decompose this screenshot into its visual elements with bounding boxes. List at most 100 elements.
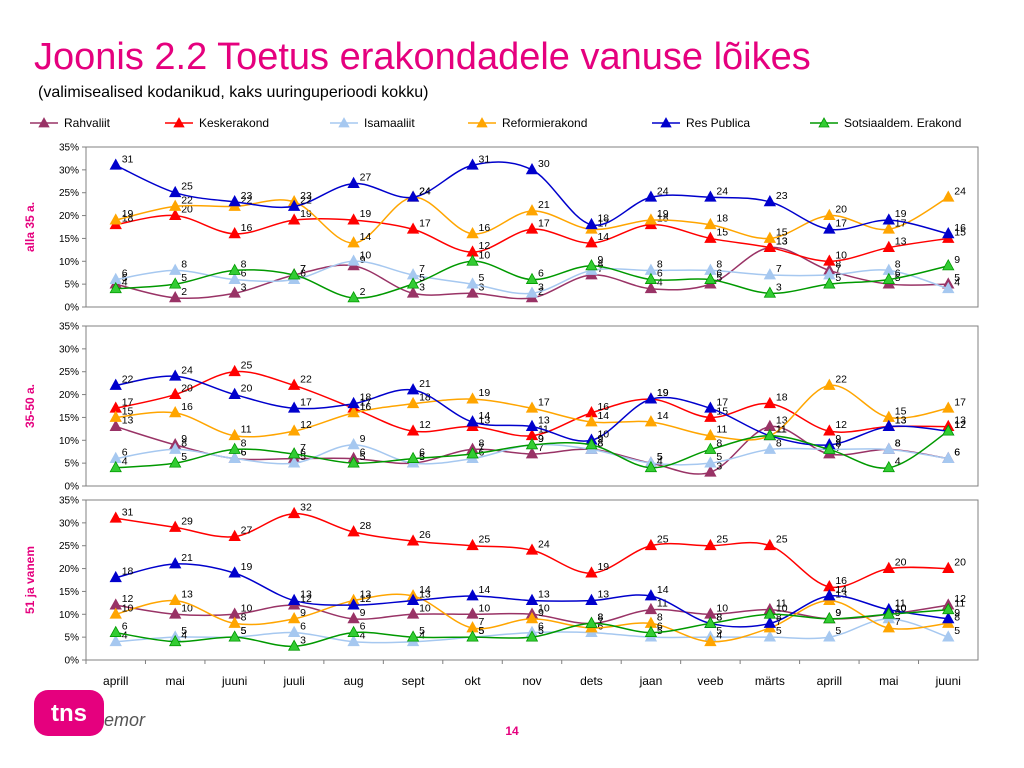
data-point-marker — [169, 593, 182, 605]
data-point-marker — [347, 236, 360, 248]
data-point-marker — [942, 227, 955, 239]
data-label: 15 — [954, 226, 966, 238]
data-point-marker — [109, 625, 122, 637]
data-label: 13 — [538, 589, 550, 601]
data-point-marker — [644, 213, 658, 225]
data-point-marker — [109, 410, 122, 422]
data-label: 13 — [419, 589, 431, 601]
data-label: 11 — [776, 424, 787, 436]
y-tick-label: 35% — [59, 496, 79, 507]
data-label: 6 — [657, 621, 663, 633]
data-label: 9 — [538, 433, 544, 445]
data-label: 11 — [776, 424, 787, 436]
data-label: 25 — [776, 534, 788, 546]
data-label: 5 — [835, 272, 841, 284]
data-point-marker — [228, 529, 241, 541]
data-point-marker — [287, 625, 301, 637]
line-chart: Rahvaliit Keskerakond Isamaaliit Reformiera… — [23, 116, 979, 688]
data-label: 23 — [776, 190, 788, 202]
data-label: 6 — [122, 447, 128, 459]
y-tick-label: 5% — [65, 459, 80, 470]
data-label: 11 — [954, 598, 965, 610]
data-point-marker — [644, 190, 658, 202]
data-point-marker — [882, 213, 895, 225]
data-label: 5 — [716, 625, 722, 637]
data-label: 16 — [479, 222, 491, 234]
data-point-marker — [525, 272, 539, 284]
data-label: 12 — [954, 593, 966, 605]
data-label: 5 — [300, 451, 306, 463]
data-point-marker — [347, 634, 360, 647]
data-label: 5 — [360, 451, 366, 463]
data-point-marker — [347, 396, 360, 409]
x-tick-label: dets — [580, 674, 603, 688]
data-point-marker — [109, 158, 122, 170]
data-point-marker — [763, 630, 777, 642]
data-point-marker — [109, 511, 122, 523]
y-tick-label: 30% — [59, 344, 79, 355]
data-point-marker — [466, 392, 479, 404]
data-point-marker — [882, 222, 895, 234]
data-label: 20 — [181, 204, 193, 216]
data-point-marker — [585, 438, 598, 450]
data-label: 22 — [181, 194, 193, 206]
data-label: 16 — [835, 575, 847, 587]
data-label: 11 — [716, 424, 727, 436]
data-point-marker — [169, 634, 182, 647]
data-point-marker — [525, 438, 539, 450]
data-label: 7 — [300, 263, 306, 275]
data-label: 14 — [835, 584, 847, 596]
data-label: 13 — [895, 415, 907, 427]
data-point-marker — [169, 277, 182, 289]
data-point-marker — [109, 460, 122, 473]
data-label: 5 — [716, 451, 722, 463]
data-label: 6 — [538, 621, 544, 633]
y-tick-label: 20% — [59, 390, 79, 401]
data-label: 9 — [360, 254, 366, 266]
data-label: 6 — [716, 268, 722, 280]
data-label: 7 — [479, 616, 485, 628]
data-label: 13 — [538, 415, 550, 427]
data-point-marker — [406, 593, 420, 605]
data-label: 17 — [300, 396, 312, 408]
page-number: 14 — [505, 724, 519, 738]
data-point-marker — [882, 621, 895, 633]
data-label: 22 — [835, 373, 847, 385]
data-label: 10 — [597, 428, 609, 440]
data-label: 21 — [538, 199, 550, 211]
data-label: 21 — [419, 378, 431, 390]
data-label: 18 — [657, 213, 669, 225]
data-point-marker — [585, 593, 598, 605]
y-tick-label: 10% — [59, 610, 79, 621]
data-point-marker — [109, 378, 122, 390]
data-label: 20 — [895, 557, 907, 569]
data-point-marker — [525, 204, 539, 216]
plot-frame — [85, 499, 979, 661]
data-point-marker — [704, 410, 717, 422]
data-point-marker — [525, 163, 539, 175]
data-label: 30 — [538, 158, 550, 170]
data-label: 13 — [776, 415, 788, 427]
data-point-marker — [942, 630, 955, 642]
data-point-marker — [406, 222, 420, 234]
data-label: 4 — [954, 277, 960, 289]
data-label: 8 — [241, 611, 247, 623]
data-point-marker — [169, 406, 182, 418]
page-title: Joonis 2.2 Toetus erakondadele vanuse lõ… — [34, 36, 811, 78]
data-label: 16 — [597, 401, 609, 413]
data-label: 6 — [360, 447, 366, 459]
data-label: 27 — [360, 172, 372, 184]
data-point-marker — [228, 263, 241, 275]
y-tick-label: 20% — [59, 564, 79, 575]
data-point-marker — [882, 460, 895, 473]
data-label: 5 — [716, 272, 722, 284]
data-label: 17 — [419, 217, 431, 229]
data-label: 3 — [776, 281, 782, 293]
data-label: 10 — [538, 602, 550, 614]
data-label: 18 — [597, 213, 609, 225]
data-point-marker — [644, 589, 658, 601]
data-point-marker — [347, 525, 360, 537]
data-point-marker — [347, 612, 360, 624]
data-label: 32 — [300, 502, 312, 514]
y-tick-label: 35% — [59, 322, 79, 333]
